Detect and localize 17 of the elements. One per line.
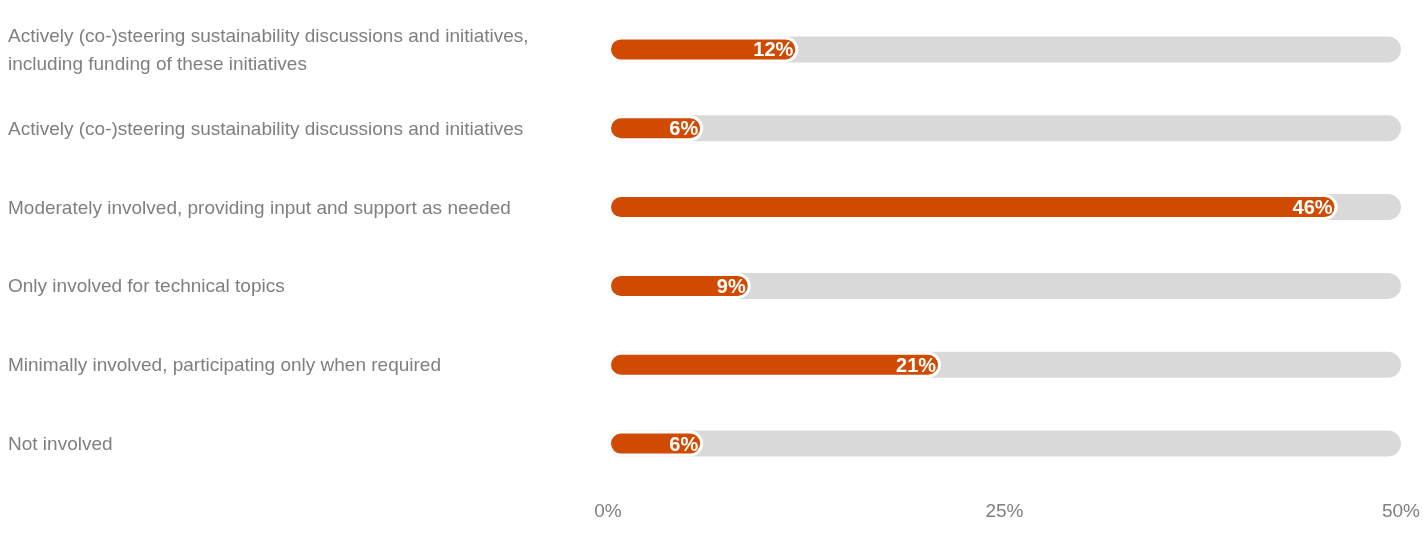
data-label: 6% — [669, 432, 699, 455]
data-label: 46% — [1292, 196, 1333, 219]
x-tick-label: 50% — [1381, 500, 1421, 521]
y-tick-label: Only involved for technical topics — [8, 275, 285, 297]
y-tick-label: Actively (co-)steering sustainability discussions and initiatives, including funding of these initiatives — [8, 24, 534, 74]
y-tick-label: Moderately involved, providing input and support as needed — [8, 196, 511, 218]
y-tick-label: Not involved — [8, 433, 113, 455]
data-label: 12% — [753, 38, 794, 61]
data-label: 6% — [669, 117, 699, 140]
x-tick-label: 0% — [594, 500, 622, 521]
data-label: 9% — [716, 274, 746, 297]
data-label: 21% — [896, 353, 937, 376]
x-tick-label: 25% — [985, 500, 1024, 521]
bar — [608, 36, 799, 63]
y-tick-label: Actively (co-)steering sustainability discussions and initiatives — [8, 117, 524, 139]
y-tick-label: Minimally involved, participating only when required — [8, 354, 441, 376]
bar — [608, 272, 751, 299]
